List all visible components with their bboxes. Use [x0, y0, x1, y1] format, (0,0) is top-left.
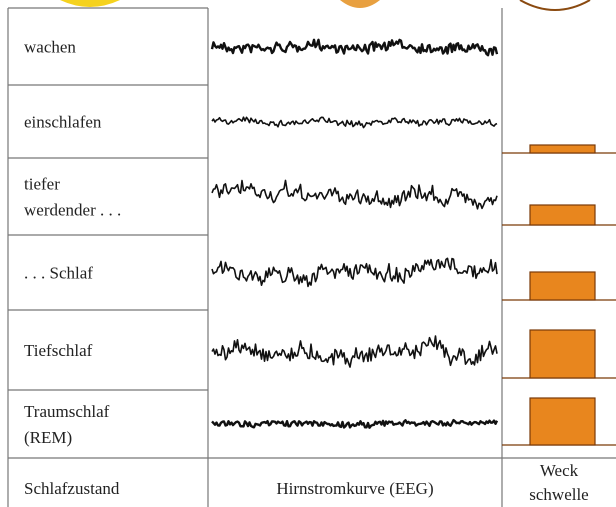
state-label: Traumschlaf — [24, 402, 110, 421]
eeg-trace — [212, 336, 497, 367]
decoration — [520, 0, 590, 10]
state-label: . . . Schlaf — [24, 264, 93, 283]
eeg-trace — [212, 258, 497, 286]
state-label: einschlafen — [24, 113, 102, 132]
decoration — [60, 0, 120, 7]
threshold-bar — [530, 272, 595, 300]
wake-threshold — [502, 145, 616, 445]
page: wachen einschlafen tiefer werdender . . . . … — [0, 0, 616, 507]
footer-label: schwelle — [529, 485, 588, 504]
decoration — [340, 0, 380, 8]
threshold-bar — [530, 205, 595, 225]
state-label: tiefer — [24, 175, 60, 194]
sleep-diagram: wachen einschlafen tiefer werdender . . . . … — [0, 0, 616, 507]
footer-label: Schlafzustand — [24, 479, 120, 498]
eeg-trace — [212, 180, 497, 208]
eeg-trace — [212, 117, 497, 127]
state-label: werdender . . . — [24, 201, 121, 220]
threshold-bar — [530, 398, 595, 445]
footer-label: Hirnstromkurve (EEG) — [276, 479, 433, 498]
footer-label: Weck — [540, 461, 579, 480]
eeg-trace — [212, 420, 497, 428]
state-label: wachen — [24, 38, 76, 57]
table-grid — [8, 8, 616, 507]
eeg-trace — [212, 40, 497, 55]
threshold-bar — [530, 330, 595, 378]
threshold-bar — [530, 145, 595, 153]
state-label: Tiefschlaf — [24, 341, 93, 360]
state-label: (REM) — [24, 428, 72, 447]
